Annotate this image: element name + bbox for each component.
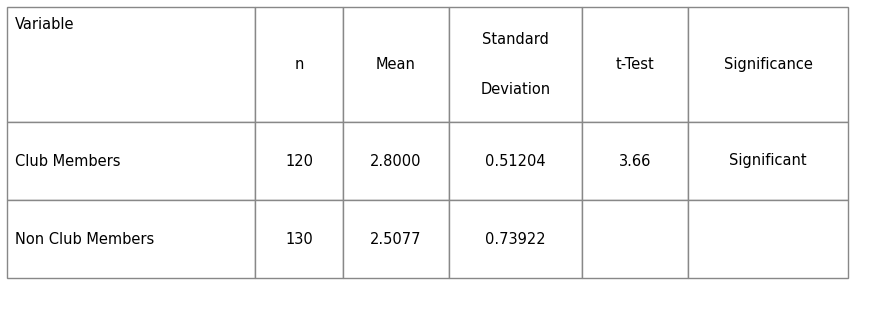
Bar [449, 7, 582, 122]
Text: Standard

Deviation: Standard Deviation [480, 32, 551, 97]
Bar [7, 7, 255, 122]
Bar [7, 122, 255, 200]
Text: n: n [294, 57, 304, 72]
Text: 120: 120 [285, 154, 313, 168]
Bar [255, 122, 343, 200]
Bar [255, 200, 343, 278]
Text: Club Members: Club Members [15, 154, 121, 168]
Bar [7, 200, 255, 278]
Text: 130: 130 [285, 232, 313, 246]
Bar [343, 200, 449, 278]
Bar [582, 200, 688, 278]
Text: Non Club Members: Non Club Members [15, 232, 155, 246]
Text: 2.5077: 2.5077 [370, 232, 422, 246]
Text: Significance: Significance [724, 57, 813, 72]
Bar [449, 122, 582, 200]
Bar [582, 7, 688, 122]
Bar [688, 200, 848, 278]
Bar [343, 122, 449, 200]
Bar [343, 7, 449, 122]
Text: 2.8000: 2.8000 [370, 154, 422, 168]
Text: Variable: Variable [15, 17, 75, 32]
Text: 3.66: 3.66 [619, 154, 651, 168]
Bar [688, 7, 848, 122]
Text: 0.73922: 0.73922 [485, 232, 546, 246]
Bar [255, 7, 343, 122]
Bar [582, 122, 688, 200]
Text: 0.51204: 0.51204 [485, 154, 546, 168]
Text: Mean: Mean [376, 57, 416, 72]
Bar [688, 122, 848, 200]
Text: t-Test: t-Test [615, 57, 654, 72]
Text: Significant: Significant [729, 154, 807, 168]
Bar [449, 200, 582, 278]
